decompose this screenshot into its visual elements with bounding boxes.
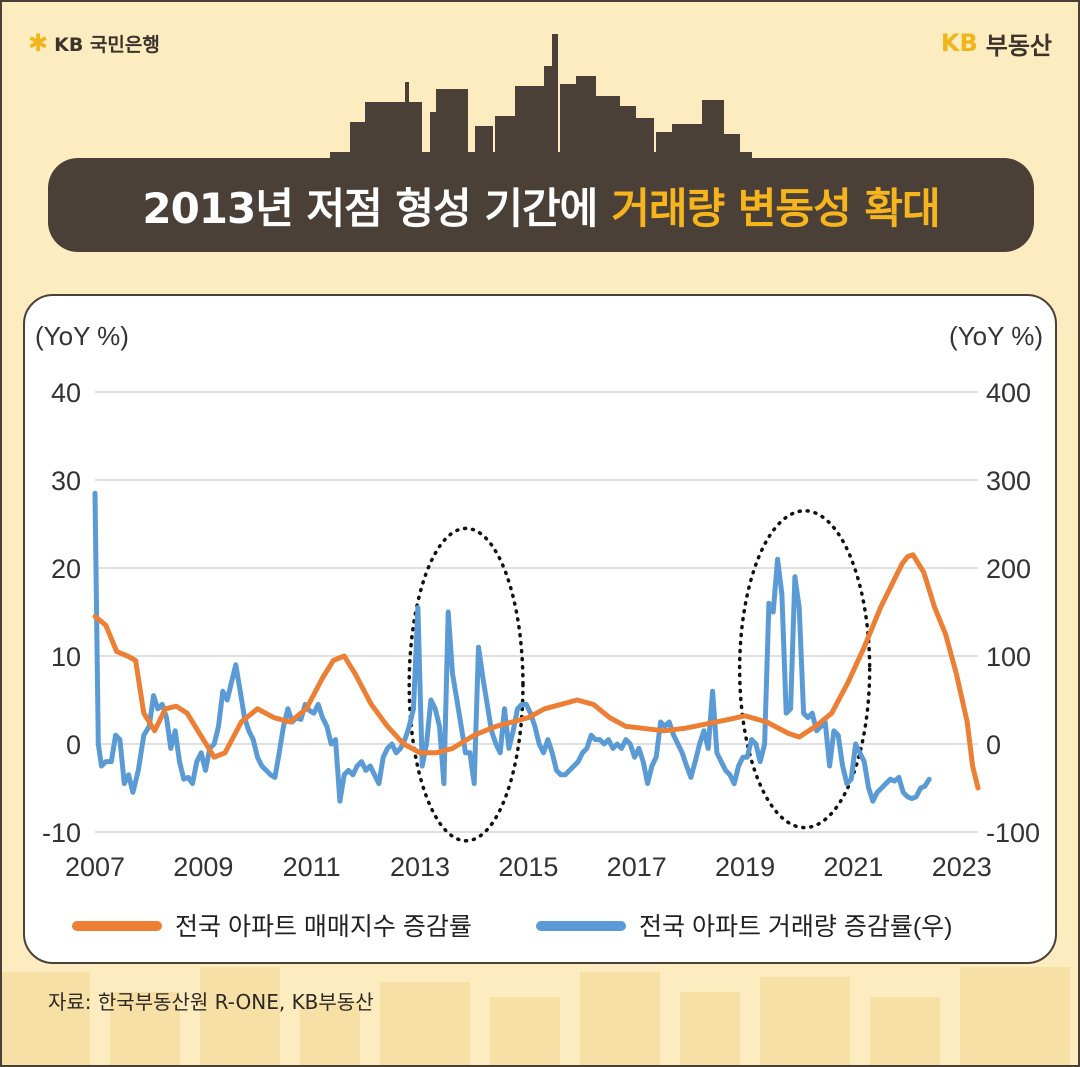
left-tick-label: 30	[51, 466, 81, 496]
brand-name: 부동산	[985, 31, 1052, 60]
x-axis-ticks: 2007 2009 2011 2013 2015 2017 2019 2021 2023	[65, 852, 992, 882]
right-tick-label: 300	[986, 466, 1031, 496]
series-line-price	[92, 552, 981, 791]
right-tick-label: 400	[986, 378, 1031, 408]
kb-kookmin-bank-logo: ✱ KB 국민은행	[28, 28, 160, 58]
source-note: 자료: 한국부동산원 R-ONE, KB부동산	[48, 990, 374, 1014]
series-line-volume	[92, 490, 932, 804]
kb-star-icon: ✱	[28, 29, 49, 57]
background-buildings-icon	[0, 967, 1070, 1067]
bank-logo-text: KB 국민은행	[54, 33, 160, 56]
page-title: 2013년 저점 형성 기간에	[142, 183, 598, 233]
highlight-ellipse-2	[737, 509, 872, 830]
right-axis-ticks: 400 300 200 100 0 -100	[986, 378, 1040, 848]
title-banner: 2013년 저점 형성 기간에 거래량 변동성 확대	[48, 158, 1034, 252]
highlight-ellipse-1	[407, 526, 525, 843]
x-tick-label: 2019	[715, 852, 775, 882]
left-tick-label: -10	[42, 818, 81, 848]
x-tick-label: 2007	[65, 852, 125, 882]
page-title-highlight: 거래량 변동성 확대	[611, 183, 940, 233]
gridlines	[95, 391, 978, 833]
x-tick-label: 2009	[173, 852, 233, 882]
left-axis-ticks: 40 30 20 10 0 -10	[42, 378, 81, 848]
city-skyline-icon	[330, 34, 752, 162]
x-tick-label: 2017	[607, 852, 667, 882]
left-tick-label: 20	[51, 554, 81, 584]
left-axis-unit-label: (YoY %)	[35, 321, 129, 351]
legend-label: 전국 아파트 거래량 증감률(우)	[639, 913, 953, 941]
legend: 전국 아파트 매매지수 증감률 전국 아파트 거래량 증감률(우)	[72, 913, 953, 941]
brand-kb: KB	[940, 29, 978, 57]
left-tick-label: 0	[66, 730, 81, 760]
highlight-ellipses	[407, 509, 872, 843]
x-tick-label: 2011	[283, 852, 341, 882]
right-tick-label: 200	[986, 554, 1031, 584]
left-tick-label: 40	[51, 378, 81, 408]
left-tick-label: 10	[51, 642, 81, 672]
right-tick-label: 0	[986, 730, 1001, 760]
kb-realestate-logo: KB 부동산	[941, 26, 1052, 60]
x-tick-label: 2021	[823, 852, 883, 882]
legend-label: 전국 아파트 매매지수 증감률	[175, 913, 472, 941]
chart-card: (YoY %) (YoY %) 40 30 20 10 0 -10 400 300 200 10…	[23, 294, 1057, 964]
x-tick-label: 2013	[390, 852, 450, 882]
right-tick-label: -100	[986, 818, 1040, 848]
x-tick-label: 2015	[498, 852, 558, 882]
x-tick-label: 2023	[932, 852, 992, 882]
series-lines	[92, 490, 981, 804]
right-tick-label: 100	[986, 642, 1031, 672]
right-axis-unit-label: (YoY %)	[949, 321, 1043, 351]
